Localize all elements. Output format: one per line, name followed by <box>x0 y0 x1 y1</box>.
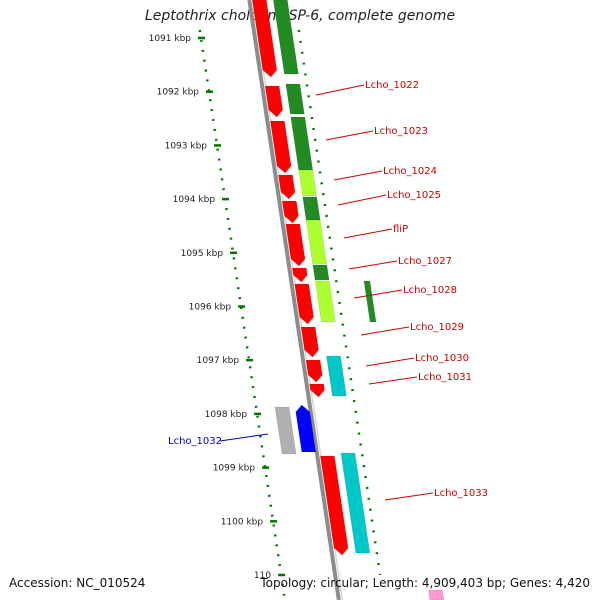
blue-gene-arrow <box>295 404 317 453</box>
gene-labels: Lcho_1022 Lcho_1023 Lcho_1024 Lcho_1025 fliP… <box>168 80 488 501</box>
gene-label: Lcho_1025 <box>387 190 441 201</box>
gene-block <box>363 280 377 323</box>
gene-block <box>302 196 321 221</box>
gene-block <box>285 83 305 115</box>
gene-label: Lcho_1024 <box>383 166 437 177</box>
gene-label: Lcho_1033 <box>434 488 488 499</box>
scale-tick-label: 1098 kbp <box>205 410 248 420</box>
accession-text: Accession: NC_010524 <box>9 576 146 590</box>
scale-tick-label: 1094 kbp <box>173 195 216 205</box>
cds-arrow <box>285 223 306 267</box>
pink-gene-block <box>428 589 445 600</box>
scale-tick-label: 1092 kbp <box>157 88 200 98</box>
gene-label: Lcho_1029 <box>410 322 464 333</box>
outer-dotted-track <box>297 29 382 576</box>
leader-line <box>337 194 387 206</box>
cds-arrow <box>294 283 314 325</box>
gene-block <box>290 116 314 171</box>
cds-arrow <box>264 85 284 118</box>
genome-title: Leptothrix cholodnii SP-6, complete geno… <box>144 8 456 24</box>
cds-arrow <box>309 383 325 398</box>
cds-arrow <box>305 359 323 383</box>
scale-tick-label: 1097 kbp <box>197 356 240 366</box>
scale-tick-label: 1096 kbp <box>189 303 232 313</box>
leader-line <box>315 84 365 96</box>
leader-line <box>348 260 398 270</box>
feature-track <box>252 0 445 600</box>
cds-arrow <box>278 174 296 200</box>
gene-label: Lcho_1022 <box>365 80 419 91</box>
cds-arrow <box>291 267 308 283</box>
cds-arrow <box>300 326 319 358</box>
gene-block <box>326 355 347 397</box>
cds-arrow <box>270 120 292 174</box>
pseudo-gene-block <box>274 406 297 455</box>
scale-tick-label: 1100 kbp <box>221 517 264 527</box>
gene-block <box>340 452 371 554</box>
scale-tick-label: 1095 kbp <box>181 249 224 259</box>
gene-label: fliP <box>393 224 408 235</box>
kbp-scale: 1091 kbp 1092 kbp 1093 kbp 1094 kbp 1095 kbp… <box>149 29 382 600</box>
leader-line <box>325 130 374 141</box>
gene-block <box>273 0 299 75</box>
cds-arrow <box>281 200 299 224</box>
leader-line <box>333 170 383 181</box>
gene-block <box>312 264 330 281</box>
gene-label: Lcho_1027 <box>398 256 452 267</box>
leader-line <box>360 326 410 336</box>
leader-line <box>384 492 434 501</box>
scale-tick-label: 1099 kbp <box>213 464 256 474</box>
scale-tick-label: 1091 kbp <box>149 34 192 44</box>
scale-tick-label: 110 <box>254 571 271 581</box>
leader-line <box>365 357 415 367</box>
topology-summary: Topology: circular; Length: 4,909,403 bp… <box>260 576 590 590</box>
backbone-line <box>247 0 341 600</box>
leader-line <box>343 228 393 239</box>
scale-dotted-line <box>198 29 287 600</box>
leader-line <box>353 289 403 299</box>
leader-line <box>368 376 418 385</box>
gene-label: Lcho_1030 <box>415 353 469 364</box>
gene-label: Lcho_1032 <box>168 436 222 447</box>
gene-label: Lcho_1031 <box>418 372 472 383</box>
cds-arrow <box>320 455 349 556</box>
gene-block <box>314 280 336 323</box>
gene-block <box>305 219 328 265</box>
cds-arrow <box>252 0 278 78</box>
gene-label: Lcho_1023 <box>374 126 428 137</box>
gene-label: Lcho_1028 <box>403 285 457 296</box>
scale-tick-label: 1093 kbp <box>165 141 208 151</box>
leader-line <box>219 433 269 442</box>
gene-block <box>298 169 317 197</box>
